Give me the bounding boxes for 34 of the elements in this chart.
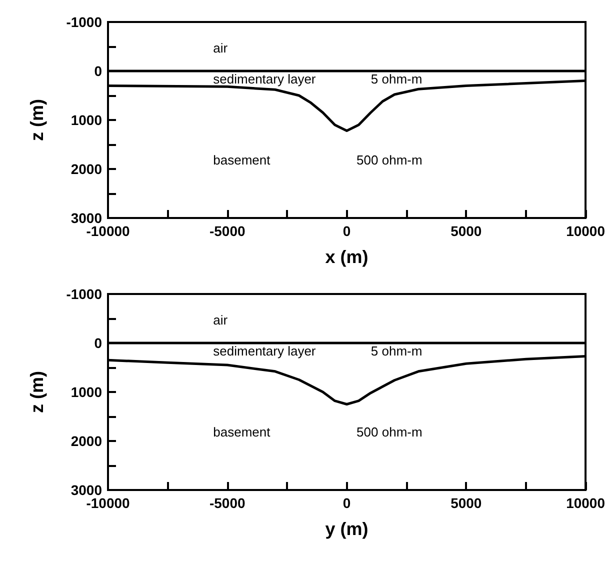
x-tick-label: 0 [342, 223, 351, 239]
annotation: 5 ohm-m [370, 71, 422, 86]
x-tick-label: -5000 [209, 495, 246, 511]
y-tick-label: -1000 [66, 286, 102, 302]
x-tick-label: 5000 [450, 495, 482, 511]
annotation: 500 ohm-m [356, 424, 422, 440]
y-tick-label: 3000 [70, 482, 102, 498]
x-axis-title: x (m) [325, 247, 368, 267]
x-tick-label: -5000 [209, 223, 246, 239]
annotation: basement [213, 424, 271, 440]
y-tick-label: 2000 [70, 161, 102, 177]
y-tick-label: 1000 [70, 384, 102, 400]
x-tick-label: -10000 [86, 495, 130, 511]
y-tick-label: -1000 [66, 14, 102, 30]
y-axis-title: z (m) [27, 371, 47, 413]
y-tick-label: 2000 [70, 433, 102, 449]
y-tick-label: 1000 [70, 112, 102, 128]
x-tick-label: 5000 [450, 223, 482, 239]
y-tick-label: 0 [94, 335, 102, 351]
annotation: 500 ohm-m [356, 152, 422, 168]
y-tick-label: 0 [94, 63, 102, 79]
annotation: 5 ohm-m [370, 343, 422, 358]
x-tick-label: -10000 [86, 223, 130, 239]
x-tick-label: 0 [342, 495, 351, 511]
annotation: air [213, 312, 228, 328]
x-axis-title: y (m) [325, 519, 368, 539]
annotation: air [213, 40, 228, 56]
y-axis-title: z (m) [27, 99, 47, 141]
y-tick-label: 3000 [70, 210, 102, 226]
annotation: basement [213, 152, 271, 168]
x-tick-label: 10000 [566, 223, 606, 239]
annotation: sedimentary layer [213, 343, 316, 358]
x-tick-label: 10000 [566, 495, 606, 511]
annotation: sedimentary layer [213, 71, 316, 86]
